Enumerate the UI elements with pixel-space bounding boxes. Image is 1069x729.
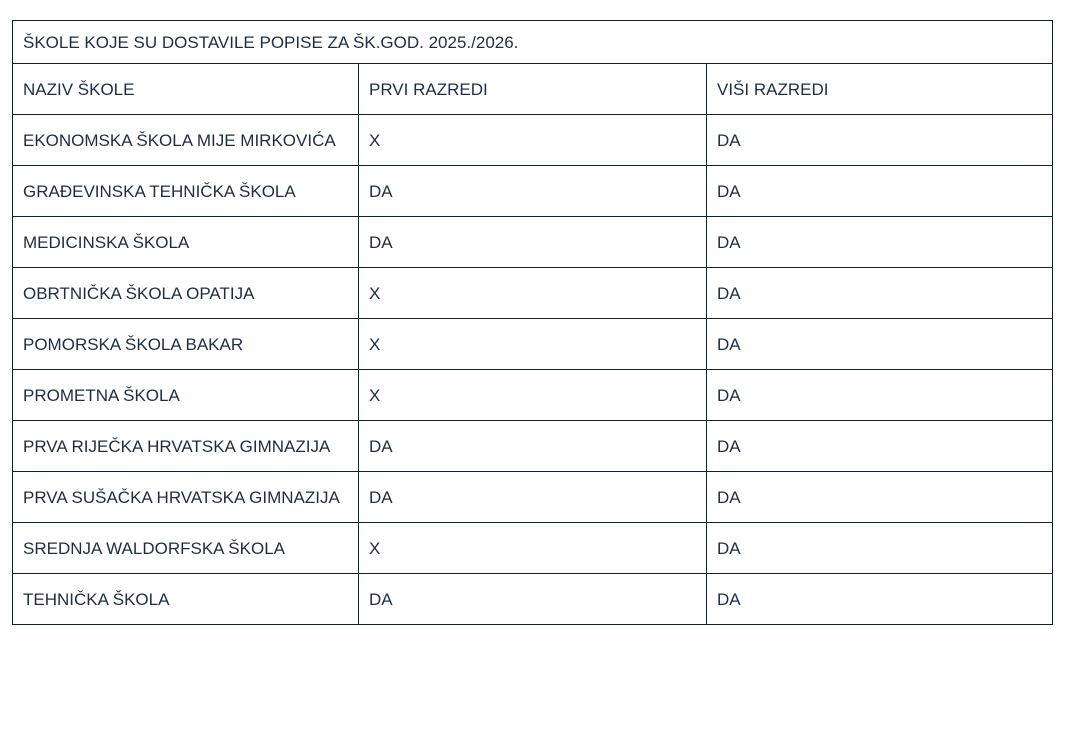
first-grades-value: DA (358, 420, 707, 472)
table-row: OBRTNIČKA ŠKOLA OPATIJA X DA (12, 267, 1053, 319)
first-grades-value: X (358, 267, 707, 319)
higher-grades-value: DA (706, 522, 1053, 574)
school-name: PROMETNA ŠKOLA (12, 369, 359, 421)
higher-grades-value: DA (706, 471, 1053, 523)
school-name: MEDICINSKA ŠKOLA (12, 216, 359, 268)
table-row: POMORSKA ŠKOLA BAKAR X DA (12, 318, 1053, 370)
column-header-visi-razredi: VIŠI RAZREDI (706, 63, 1053, 115)
first-grades-value: X (358, 369, 707, 421)
first-grades-value: X (358, 114, 707, 166)
schools-table: ŠKOLE KOJE SU DOSTAVILE POPISE ZA ŠK.GOD… (12, 20, 1053, 625)
school-name: SREDNJA WALDORFSKA ŠKOLA (12, 522, 359, 574)
first-grades-value: X (358, 318, 707, 370)
school-name: PRVA RIJEČKA HRVATSKA GIMNAZIJA (12, 420, 359, 472)
higher-grades-value: DA (706, 573, 1053, 625)
table-row: GRAĐEVINSKA TEHNIČKA ŠKOLA DA DA (12, 165, 1053, 217)
higher-grades-value: DA (706, 114, 1053, 166)
higher-grades-value: DA (706, 216, 1053, 268)
table-row: TEHNIČKA ŠKOLA DA DA (12, 573, 1053, 625)
higher-grades-value: DA (706, 420, 1053, 472)
school-name: EKONOMSKA ŠKOLA MIJE MIRKOVIĆA (12, 114, 359, 166)
first-grades-value: DA (358, 471, 707, 523)
table-row: SREDNJA WALDORFSKA ŠKOLA X DA (12, 522, 1053, 574)
table-header-row: NAZIV ŠKOLE PRVI RAZREDI VIŠI RAZREDI (12, 63, 1053, 115)
table-row: PROMETNA ŠKOLA X DA (12, 369, 1053, 421)
school-name: PRVA SUŠAČKA HRVATSKA GIMNAZIJA (12, 471, 359, 523)
higher-grades-value: DA (706, 267, 1053, 319)
first-grades-value: X (358, 522, 707, 574)
table-row: PRVA RIJEČKA HRVATSKA GIMNAZIJA DA DA (12, 420, 1053, 472)
table-title-row: ŠKOLE KOJE SU DOSTAVILE POPISE ZA ŠK.GOD… (12, 20, 1053, 64)
higher-grades-value: DA (706, 369, 1053, 421)
first-grades-value: DA (358, 573, 707, 625)
school-name: GRAĐEVINSKA TEHNIČKA ŠKOLA (12, 165, 359, 217)
first-grades-value: DA (358, 165, 707, 217)
school-name: TEHNIČKA ŠKOLA (12, 573, 359, 625)
table-title: ŠKOLE KOJE SU DOSTAVILE POPISE ZA ŠK.GOD… (12, 20, 1053, 64)
higher-grades-value: DA (706, 318, 1053, 370)
first-grades-value: DA (358, 216, 707, 268)
column-header-naziv-skole: NAZIV ŠKOLE (12, 63, 359, 115)
schools-table-container: ŠKOLE KOJE SU DOSTAVILE POPISE ZA ŠK.GOD… (12, 20, 1053, 625)
school-name: POMORSKA ŠKOLA BAKAR (12, 318, 359, 370)
table-row: PRVA SUŠAČKA HRVATSKA GIMNAZIJA DA DA (12, 471, 1053, 523)
school-name: OBRTNIČKA ŠKOLA OPATIJA (12, 267, 359, 319)
table-row: MEDICINSKA ŠKOLA DA DA (12, 216, 1053, 268)
table-row: EKONOMSKA ŠKOLA MIJE MIRKOVIĆA X DA (12, 114, 1053, 166)
higher-grades-value: DA (706, 165, 1053, 217)
column-header-prvi-razredi: PRVI RAZREDI (358, 63, 707, 115)
